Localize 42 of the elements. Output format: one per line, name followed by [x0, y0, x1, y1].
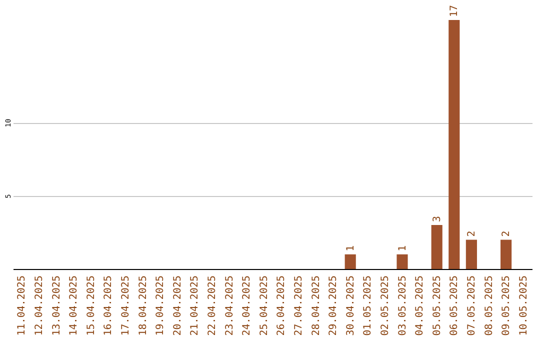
x-tick-label: 07.05.2025	[466, 276, 478, 336]
bar	[448, 20, 460, 269]
bar	[466, 240, 477, 269]
x-tick-label: 15.04.2025	[86, 276, 97, 336]
data-label: 2	[501, 230, 512, 237]
x-tick-label: 05.05.2025	[432, 276, 443, 336]
x-tick-label: 16.04.2025	[103, 276, 114, 336]
x-tick-label: 30.04.2025	[345, 276, 356, 336]
x-tick-label: 20.04.2025	[172, 276, 184, 336]
bar	[431, 225, 442, 269]
data-label: 1	[345, 245, 356, 252]
x-tick-label: 21.04.2025	[190, 276, 201, 336]
x-tick-label: 04.05.2025	[414, 276, 426, 336]
x-tick-label: 06.05.2025	[449, 276, 460, 336]
x-tick-label: 10.05.2025	[518, 276, 530, 336]
x-tick-label: 18.04.2025	[138, 276, 149, 336]
x-tick-label: 23.04.2025	[224, 276, 236, 336]
bar	[344, 254, 356, 269]
x-tick-label: 11.04.2025	[16, 276, 28, 336]
x-tick-label: 01.05.2025	[362, 276, 374, 336]
bar	[396, 254, 408, 269]
x-tick-label: 02.05.2025	[380, 276, 391, 336]
x-tick-label: 29.04.2025	[328, 276, 340, 336]
x-tick-label: 08.05.2025	[484, 276, 495, 336]
x-tick-label: 27.04.2025	[293, 276, 304, 336]
x-tick-label: 22.04.2025	[206, 276, 218, 336]
bar	[500, 240, 512, 269]
x-tick-label: 24.04.2025	[242, 276, 253, 336]
x-tick-label: 09.05.2025	[501, 276, 512, 336]
x-tick-label: 26.04.2025	[276, 276, 288, 336]
data-label: 1	[397, 245, 408, 252]
x-tick-label: 13.04.2025	[51, 276, 62, 336]
x-tick-label: 19.04.2025	[155, 276, 166, 336]
data-label: 2	[466, 230, 478, 237]
x-tick-label: 25.04.2025	[258, 276, 270, 336]
data-label: 3	[432, 216, 443, 222]
x-tick-label: 17.04.2025	[120, 276, 132, 336]
data-label: 17	[449, 4, 460, 17]
x-tick-label: 14.04.2025	[68, 276, 80, 336]
x-tick-label: 28.04.2025	[310, 276, 322, 336]
x-tick-label: 03.05.2025	[397, 276, 408, 336]
x-tick-label: 12.04.2025	[34, 276, 45, 336]
